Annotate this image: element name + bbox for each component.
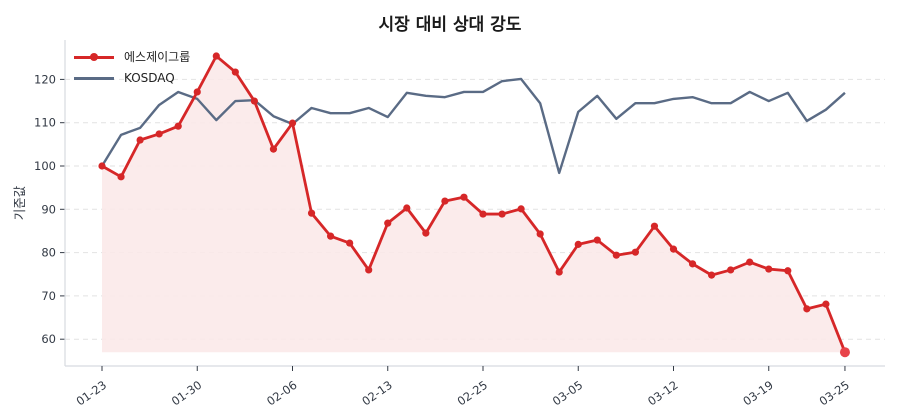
- data-point-marker: [708, 271, 716, 279]
- x-tick-label: 03-12: [645, 378, 680, 409]
- series-line-kosdaq: [100, 77, 846, 175]
- legend-label-kosdaq: KOSDAQ: [124, 70, 175, 85]
- data-point-marker: [839, 347, 850, 358]
- data-point-marker: [231, 68, 239, 76]
- y-tick-label: 100: [34, 159, 56, 173]
- legend-item-kosdaq: KOSDAQ: [74, 67, 190, 88]
- data-point-marker: [574, 240, 582, 248]
- data-point-marker: [441, 197, 449, 205]
- y-tick-label: 90: [41, 202, 56, 216]
- data-point-marker: [403, 204, 411, 212]
- data-point-marker: [555, 268, 563, 276]
- data-point-marker: [365, 266, 373, 274]
- data-point-marker: [117, 173, 125, 181]
- data-point-marker: [269, 145, 278, 153]
- data-point-marker: [479, 210, 487, 218]
- data-point-marker: [612, 251, 620, 259]
- data-point-marker: [498, 210, 506, 218]
- data-point-marker: [688, 260, 697, 268]
- data-point-marker: [174, 122, 182, 130]
- data-point-marker: [98, 162, 106, 170]
- data-point-marker: [136, 136, 144, 144]
- chart-title: 시장 대비 상대 강도: [378, 15, 522, 35]
- data-point-marker: [727, 266, 735, 274]
- data-point-marker: [212, 52, 220, 60]
- x-tick-label: 03-19: [740, 378, 775, 409]
- data-point-marker: [155, 130, 163, 138]
- data-point-marker: [327, 232, 335, 240]
- data-point-marker: [593, 236, 601, 244]
- y-tick-label: 120: [34, 72, 56, 86]
- data-point-marker: [822, 300, 830, 308]
- x-tick-label: 01-23: [74, 378, 109, 409]
- x-tick-label: 02-06: [264, 378, 299, 409]
- legend: 에스제이그룹 KOSDAQ: [74, 46, 190, 88]
- legend-swatch-kosdaq-icon: [74, 72, 114, 84]
- x-tick-label: 03-05: [550, 378, 585, 409]
- legend-label-stock: 에스제이그룹: [124, 50, 191, 64]
- data-point-marker: [669, 245, 678, 253]
- data-point-marker: [803, 305, 811, 313]
- data-point-marker: [746, 258, 754, 266]
- y-tick-label: 110: [34, 116, 56, 130]
- data-point-marker: [765, 265, 773, 273]
- data-point-marker: [631, 248, 640, 256]
- data-point-marker: [193, 88, 201, 96]
- data-point-marker: [784, 267, 792, 275]
- legend-item-stock: 에스제이그룹: [74, 46, 190, 67]
- data-point-marker: [517, 205, 525, 213]
- data-point-marker: [250, 97, 258, 105]
- legend-swatch-stock-icon: [74, 51, 114, 63]
- x-tick-label: 02-13: [359, 378, 394, 409]
- data-point-marker: [384, 219, 392, 227]
- data-point-marker: [422, 229, 430, 237]
- x-tick-label: 02-25: [455, 378, 490, 409]
- y-tick-label: 70: [41, 289, 56, 303]
- data-point-marker: [307, 209, 316, 217]
- y-tick-label: 80: [41, 246, 56, 260]
- data-point-marker: [536, 230, 544, 238]
- data-point-marker: [650, 222, 659, 230]
- y-axis-title: 기준값: [12, 185, 27, 220]
- y-tick-label: 60: [41, 332, 56, 346]
- data-point-marker: [346, 239, 354, 247]
- x-tick-label: 01-30: [169, 378, 204, 409]
- series-line-stock: [101, 54, 847, 353]
- data-point-marker: [460, 193, 468, 201]
- data-point-marker: [288, 119, 297, 127]
- x-tick-label: 03-25: [817, 378, 852, 409]
